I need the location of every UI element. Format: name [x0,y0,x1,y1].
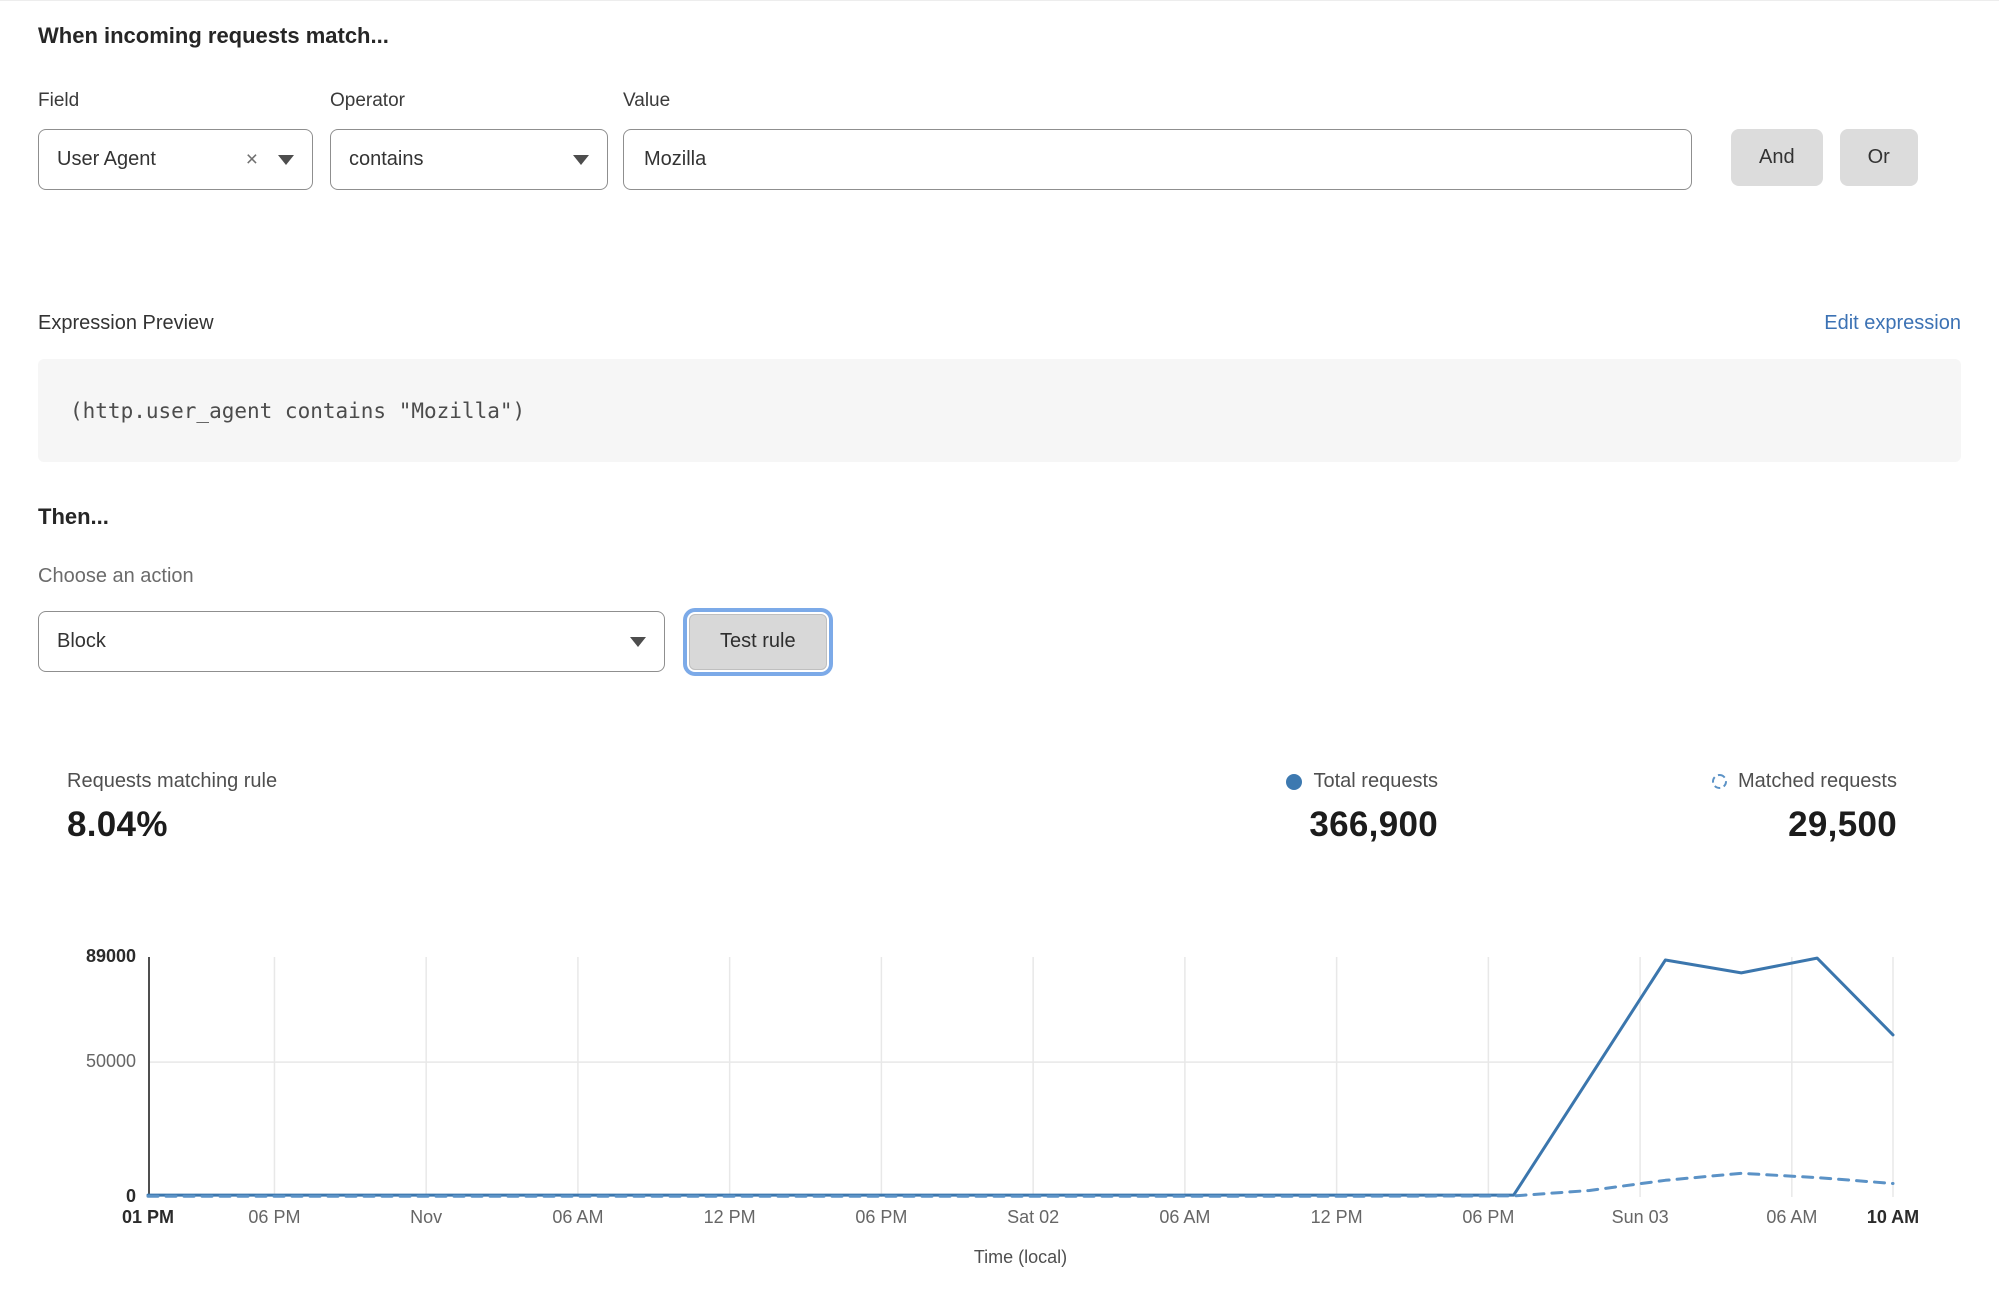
test-rule-button[interactable]: Test rule [689,613,827,670]
chevron-down-icon [278,154,294,165]
operator-select[interactable]: contains [330,129,608,190]
stats-row: Requests matching rule 8.04% Total reque… [38,768,1961,860]
stat-matched-value: 29,500 [1788,805,1897,844]
stat-requests-matching-value: 8.04% [67,805,168,844]
expression-header: Expression Preview Edit expression [38,312,1961,335]
value-column: Value [623,89,1692,190]
operator-select-value: contains [349,148,424,170]
x-tick-label: 06 PM [1462,1207,1515,1227]
matched-requests-dashed-circle-icon [1712,774,1728,789]
action-select[interactable]: Block [38,611,665,672]
or-button[interactable]: Or [1839,129,1918,186]
and-button[interactable]: And [1731,129,1823,186]
operator-label: Operator [330,90,405,111]
x-tick-label: 12 PM [1310,1207,1363,1227]
chevron-down-icon [630,636,646,647]
y-tick-label: 50000 [85,1051,136,1072]
clear-icon[interactable]: × [245,148,258,171]
field-label: Field [38,90,80,111]
requests-chart: 89000 50000 0 01 PM 06 PM Nov 06 AM 12 PM 06 PM… [38,945,1961,1290]
time-axis-title: Time (local) [973,1247,1068,1267]
chart-plot-area [146,956,1895,1198]
rule-builder-row: Field User Agent × Operator contains Val… [38,89,1961,190]
x-tick-label: 10 AM [1866,1207,1920,1227]
y-tick-label: 0 [125,1186,136,1206]
action-select-value: Block [57,630,106,652]
x-tick-label: 06 PM [855,1207,908,1227]
y-tick-label: 89000 [85,946,136,966]
x-tick-label: Nov [410,1207,443,1227]
operator-column: Operator contains [330,89,608,190]
edit-expression-link[interactable]: Edit expression [1824,312,1961,334]
x-tick-label: Sun 03 [1611,1207,1669,1227]
value-label: Value [623,90,671,111]
expression-code-block: (http.user_agent contains "Mozilla") [38,359,1961,462]
expression-preview-label: Expression Preview [38,312,214,334]
legend-matched-requests: Matched requests [1712,770,1897,793]
value-input[interactable] [623,129,1692,190]
x-tick-label: 06 AM [1766,1207,1818,1227]
field-column: Field User Agent × [38,89,313,190]
then-heading: Then... [38,504,109,529]
x-tick-label: Sat 02 [1007,1207,1060,1227]
action-row: Block Test rule [38,611,1961,672]
stat-requests-matching: Requests matching rule 8.04% [67,770,277,845]
x-tick-label: 06 PM [248,1207,301,1227]
total-requests-dot-icon [1286,773,1303,790]
choose-action-label: Choose an action [38,565,194,587]
stat-requests-matching-label: Requests matching rule [67,770,278,792]
stat-matched-requests: Matched requests 29,500 [1712,770,1897,845]
field-select[interactable]: User Agent × [38,129,313,190]
stat-total-requests: Total requests 366,900 [1286,770,1438,845]
chevron-down-icon [573,154,589,165]
stat-total-label: Total requests [1313,770,1438,792]
boolean-buttons: And Or [1731,129,1918,186]
x-tick-label: 01 PM [121,1207,175,1227]
legend-total-requests: Total requests [1286,770,1438,793]
stat-total-value: 366,900 [1309,805,1438,844]
stat-matched-label: Matched requests [1738,770,1897,792]
x-tick-label: 12 PM [703,1207,756,1227]
x-tick-label: 06 AM [1159,1207,1211,1227]
field-select-value: User Agent [57,148,156,170]
expression-code: (http.user_agent contains "Mozilla") [70,398,526,423]
match-heading: When incoming requests match... [38,23,389,48]
x-tick-label: 06 AM [552,1207,604,1227]
